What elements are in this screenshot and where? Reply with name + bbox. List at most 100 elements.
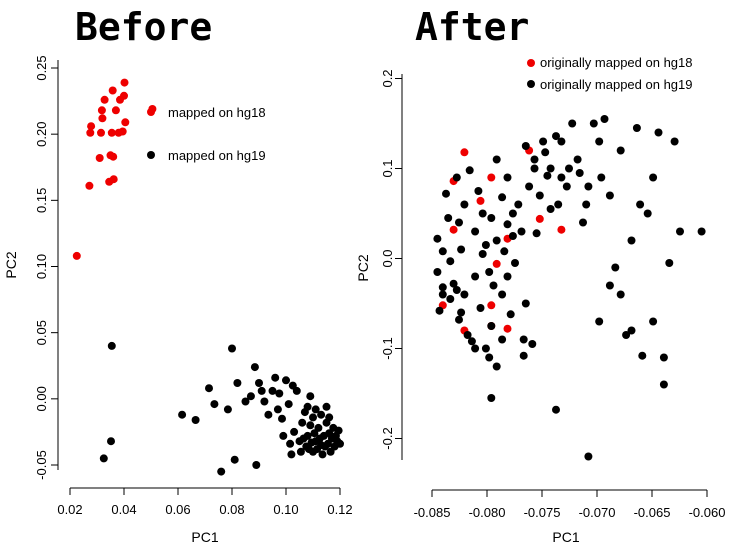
data-point-hg19 [465, 166, 474, 175]
data-point-hg19 [467, 337, 476, 346]
data-point-hg19 [528, 340, 537, 348]
data-point-hg19 [478, 209, 487, 218]
chart-title: After [415, 5, 529, 49]
data-point-hg19 [471, 344, 480, 353]
data-point-hg18 [487, 301, 496, 310]
x-tick-label: -0.070 [579, 505, 616, 520]
y-tick-label: 0.05 [34, 320, 49, 345]
data-point-hg19 [205, 384, 213, 393]
data-point-hg19 [279, 431, 288, 440]
data-point-hg19 [255, 379, 263, 387]
data-point-hg19 [250, 363, 259, 372]
y-axis-label: PC2 [3, 251, 19, 278]
data-point-hg19 [508, 209, 517, 218]
data-point-hg18 [492, 259, 501, 268]
data-point-hg19 [517, 227, 526, 236]
data-point-hg19 [514, 200, 523, 209]
data-point-hg19 [643, 209, 652, 218]
data-point-hg19 [278, 414, 286, 423]
data-point-hg18 [109, 152, 118, 161]
y-ticks: -0.05 0.00 0.05 0.10 0.15 0.20 0.25 [34, 55, 58, 480]
data-point-hg19 [492, 236, 501, 245]
data-point-hg19 [485, 268, 494, 276]
data-point-hg19 [557, 173, 566, 182]
data-point-hg19 [314, 423, 323, 432]
data-point-hg19 [616, 146, 625, 155]
data-point-hg19 [589, 119, 598, 128]
data-point-hg19 [457, 245, 466, 254]
data-point-hg18 [487, 173, 496, 182]
data-point-hg19 [487, 394, 496, 402]
data-point-hg19 [273, 405, 282, 414]
data-point-hg19 [552, 132, 560, 141]
data-point-hg19 [264, 410, 273, 419]
data-point-hg19 [191, 416, 200, 424]
data-point-hg19 [565, 164, 573, 173]
data-point-hg19 [292, 386, 301, 395]
data-point-hg19 [306, 392, 315, 401]
data-point-hg19 [217, 467, 226, 476]
data-point-hg19 [452, 173, 461, 182]
data-point-hg18 [86, 128, 95, 137]
data-point-hg19 [546, 205, 555, 213]
data-point-hg18 [72, 251, 81, 260]
data-point-hg19 [210, 400, 219, 409]
data-point-hg19 [107, 437, 115, 446]
data-point-hg19 [271, 373, 280, 382]
data-point-hg19 [503, 173, 512, 182]
data-point-hg19 [554, 200, 563, 209]
x-tick-label: -0.075 [524, 505, 561, 520]
y-ticks: -0.2 -0.1 0.0 0.1 0.2 [380, 69, 402, 450]
y-tick-label: 0.0 [380, 249, 395, 267]
data-point-hg19 [665, 259, 674, 267]
data-point-hg19 [309, 413, 317, 422]
data-point-hg19 [638, 351, 647, 360]
data-point-hg18 [111, 106, 120, 115]
data-point-hg19 [460, 200, 469, 209]
data-point-hg19 [438, 283, 447, 292]
data-point-hg19 [463, 331, 472, 339]
data-point-hg19 [492, 362, 501, 371]
data-point-hg19 [452, 286, 461, 294]
data-point-hg19 [579, 218, 587, 227]
data-point-hg19 [543, 171, 552, 180]
data-point-hg19 [223, 405, 232, 414]
data-point-hg19 [535, 191, 544, 200]
data-point-hg19 [257, 386, 266, 395]
data-point-hg19 [99, 454, 108, 463]
x-tick-label: -0.065 [634, 505, 671, 520]
data-point-hg19 [317, 410, 326, 419]
data-point-hg19 [336, 439, 344, 448]
data-point-hg19 [476, 304, 485, 312]
data-point-hg19 [622, 331, 631, 339]
data-point-hg19 [303, 431, 312, 440]
data-point-hg19 [503, 220, 512, 229]
data-point-hg19 [178, 410, 187, 419]
data-point-hg19 [654, 128, 663, 137]
data-point-hg19 [508, 232, 517, 240]
data-point-hg19 [433, 234, 442, 243]
data-point-hg18 [118, 127, 127, 136]
data-point-hg19 [487, 322, 496, 330]
data-point-hg19 [252, 461, 261, 469]
data-point-hg19 [268, 386, 277, 395]
data-point-hg19 [582, 200, 591, 209]
data-point-hg19 [228, 344, 236, 353]
data-point-hg19 [107, 341, 116, 350]
data-point-hg19 [233, 379, 242, 387]
data-point-hg19 [584, 182, 593, 191]
data-point-hg19 [659, 353, 668, 362]
data-point-hg19 [296, 447, 305, 456]
data-point-hg19 [492, 155, 501, 164]
data-point-hg19 [478, 250, 487, 258]
data-point-hg19 [306, 421, 315, 430]
chart-after: After -0.085 -0.080 -0.075 -0.070 -0.065 -0.0… [355, 5, 725, 545]
data-point-hg19 [455, 315, 463, 324]
data-point-hg19 [595, 317, 604, 326]
data-point-hg19 [446, 295, 455, 303]
data-point-hg19 [284, 400, 293, 409]
data-point-hg18 [121, 118, 130, 127]
data-point-hg19 [311, 405, 320, 414]
legend-label-hg19: mapped on hg19 [168, 148, 266, 163]
legend-marker-hg19 [527, 80, 535, 88]
